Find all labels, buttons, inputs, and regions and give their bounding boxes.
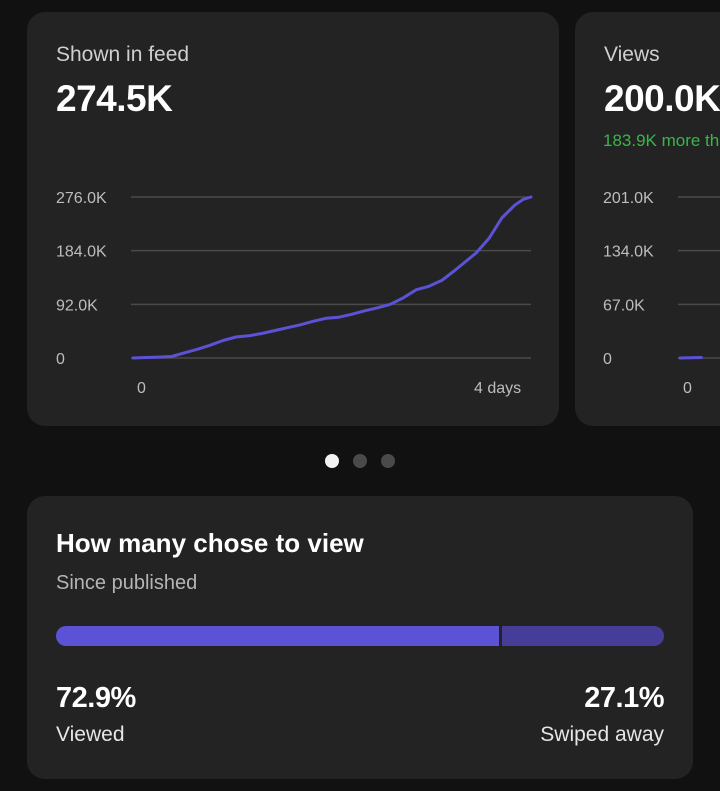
- carousel-pagination: [0, 454, 720, 468]
- series-line: [678, 356, 703, 360]
- viewed-label: Viewed: [56, 723, 125, 746]
- card-title: How many chose to view: [56, 528, 364, 558]
- series-line: [131, 195, 533, 360]
- viewed-stat: 72.9% Viewed: [56, 682, 136, 747]
- y-tick-label: 0: [56, 351, 65, 368]
- pagination-dot[interactable]: [325, 454, 339, 468]
- card-title: Views: [604, 43, 660, 66]
- swiped-label: Swiped away: [540, 723, 664, 746]
- comparison-note: 183.9K more than: [603, 131, 720, 150]
- card-value: 274.5K: [56, 78, 173, 119]
- y-tick-label: 276.0K: [56, 190, 107, 207]
- y-tick-label: 67.0K: [603, 297, 645, 314]
- pagination-dot[interactable]: [381, 454, 395, 468]
- swiped-percent: 27.1%: [584, 682, 664, 714]
- segment-divider: [499, 626, 503, 646]
- x-tick-label: 4 days: [474, 380, 521, 397]
- view-ratio-bar: [56, 626, 664, 646]
- y-tick-label: 134.0K: [603, 244, 654, 261]
- viewed-segment: [56, 626, 500, 646]
- pagination-dot[interactable]: [353, 454, 367, 468]
- metric-card-shown-in-feed[interactable]: Shown in feed 274.5K 276.0K 184.0K 92.0K 0 0…: [27, 12, 559, 426]
- shown-in-feed-chart: 276.0K 184.0K 92.0K 0 0 4 days: [56, 190, 533, 397]
- x-tick-label: 0: [137, 380, 146, 397]
- metrics-carousel[interactable]: Shown in feed 274.5K 276.0K 184.0K 92.0K 0 0…: [0, 0, 720, 440]
- card-title: Shown in feed: [56, 43, 190, 66]
- swiped-stat: 27.1% Swiped away: [540, 682, 664, 747]
- viewed-percent: 72.9%: [56, 682, 136, 714]
- y-tick-label: 0: [603, 351, 612, 368]
- y-tick-label: 92.0K: [56, 297, 98, 314]
- card-value: 200.0K: [604, 78, 720, 119]
- y-tick-label: 184.0K: [56, 244, 107, 261]
- view-choice-card: How many chose to view Since published 7…: [27, 496, 693, 779]
- x-tick-label: 0: [683, 380, 692, 397]
- metric-card-views[interactable]: Views 200.0K 183.9K more than 201.0K 134.…: [575, 12, 720, 426]
- swiped-segment: [502, 626, 664, 646]
- card-subtitle: Since published: [56, 572, 198, 594]
- y-tick-label: 201.0K: [603, 190, 654, 207]
- views-chart: 201.0K 134.0K 67.0K 0 0: [603, 190, 720, 397]
